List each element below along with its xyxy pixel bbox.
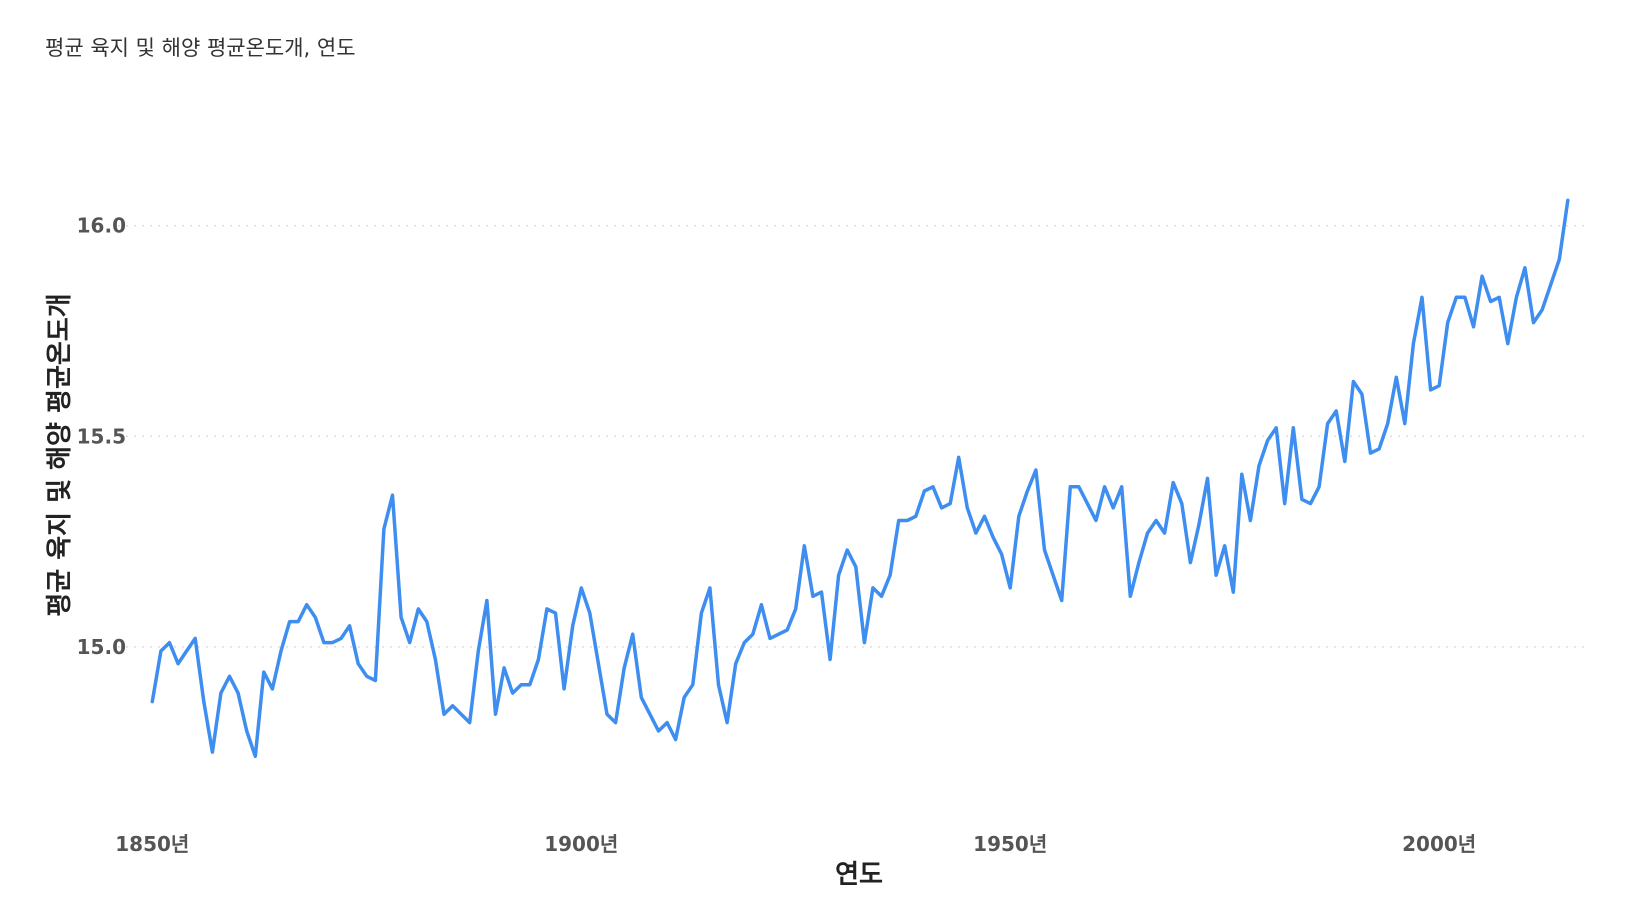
y-tick-label: 16.0 [77,214,126,238]
x-tick-label: 1850년 [115,832,189,856]
y-axis-title: 평균 육지 및 해양 평균온도개 [45,293,75,616]
y-tick-label: 15.0 [77,635,126,659]
y-axis-ticks: 15.0 15.5 16.0 [77,214,126,659]
x-tick-label: 1950년 [973,832,1047,856]
x-tick-label: 1900년 [544,832,618,856]
series-line-0 [150,198,1570,759]
x-tick-label: 2000년 [1402,832,1476,856]
x-axis-title: 연도 [835,860,883,890]
chart-title: 평균 육지 및 해양 평균온도개, 연도 [45,36,356,60]
y-tick-label: 15.5 [77,424,126,448]
x-axis-ticks: 1850년 1900년 1950년 2000년 [115,832,1476,856]
series-layer [150,198,1570,759]
gridlines [118,224,1585,648]
